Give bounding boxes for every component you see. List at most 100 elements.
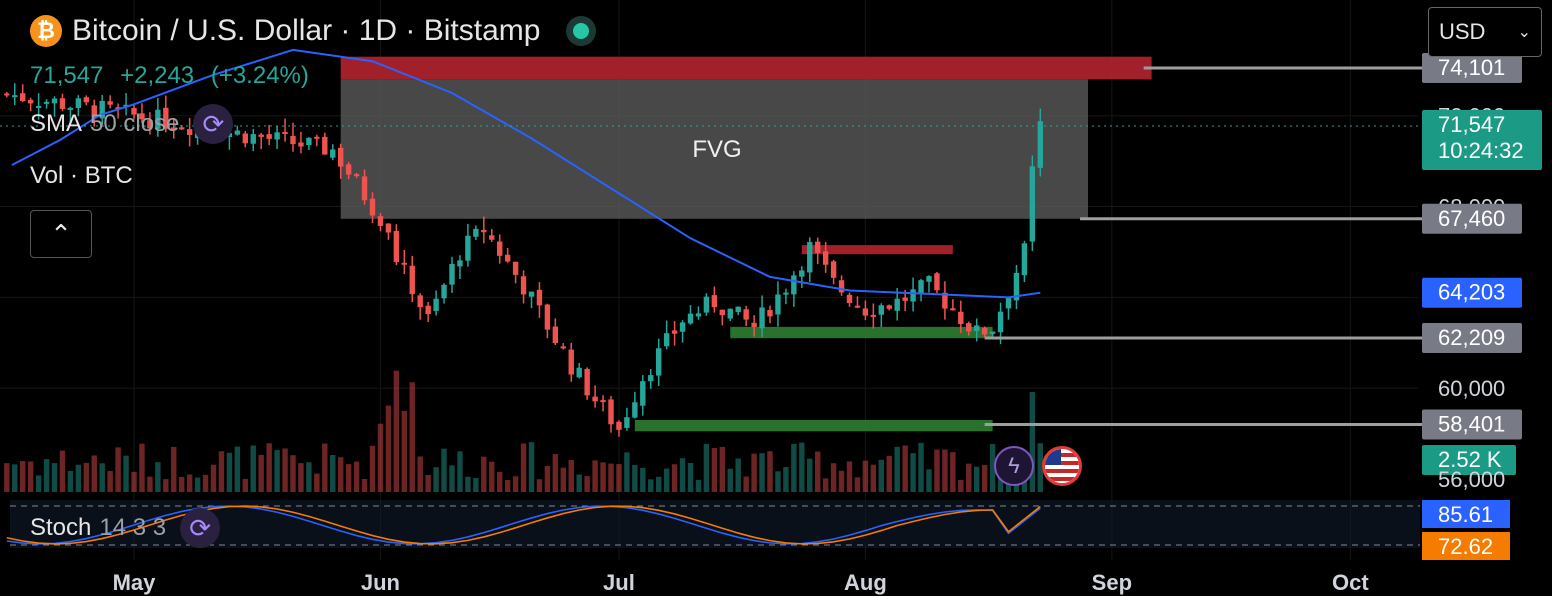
volume-legend[interactable]: Vol · BTC	[30, 162, 133, 190]
volume-bar	[385, 405, 392, 492]
currency-select[interactable]: USD ⌄	[1428, 7, 1542, 57]
candle-body	[338, 147, 344, 167]
volume-bar	[974, 466, 980, 492]
candle-body	[600, 400, 606, 403]
volume-bar	[353, 461, 360, 492]
candle-body	[147, 120, 153, 129]
candle-body	[568, 349, 574, 375]
volume-bar	[512, 476, 519, 492]
candle-body	[671, 330, 678, 334]
candle-body	[449, 263, 455, 285]
volume-bar	[433, 467, 439, 492]
flash-icon[interactable]: ϟ	[994, 446, 1034, 486]
candle-body	[441, 284, 447, 299]
candle-body	[385, 223, 392, 233]
candle-body	[115, 107, 121, 110]
sma-legend[interactable]: SMA 50 close ⟳	[30, 104, 234, 144]
us-flag-icon[interactable]	[1042, 446, 1082, 486]
change-value: +2,243	[120, 62, 195, 89]
candle-body	[854, 305, 861, 308]
candle-body	[560, 346, 566, 349]
sma-line	[11, 48, 1041, 299]
candle-body	[576, 367, 582, 378]
candle-body	[59, 98, 66, 109]
stoch-label: Stoch	[30, 514, 92, 541]
volume-bar	[616, 464, 622, 492]
time-tick-label: Oct	[1332, 570, 1369, 595]
volume-bar	[481, 456, 487, 492]
volume-bar	[886, 455, 892, 492]
volume-bar	[417, 456, 423, 492]
price-label-text: 67,460	[1438, 206, 1505, 231]
candle-body	[35, 105, 42, 108]
volume-bar	[695, 479, 702, 492]
candle-body	[544, 304, 551, 330]
candle-body	[107, 101, 113, 105]
stoch-legend[interactable]: Stoch 14 3 3 ⟳	[30, 508, 221, 548]
volume-bar	[12, 464, 18, 492]
volume-bar	[67, 470, 74, 492]
last-price: 71,547	[30, 62, 104, 89]
candle-body	[950, 308, 956, 311]
candle-body	[258, 134, 264, 137]
volume-bar	[520, 443, 527, 492]
stoch-refresh-icon[interactable]: ⟳	[180, 508, 221, 548]
volume-bar	[489, 461, 495, 492]
stoch-background	[10, 500, 1420, 548]
candle-body	[330, 149, 336, 158]
volume-bar	[361, 478, 368, 492]
volume-bar	[544, 465, 551, 492]
candle-body	[83, 97, 89, 103]
candle-body	[75, 98, 82, 109]
volume-bar	[767, 451, 773, 492]
volume-bar	[131, 471, 137, 492]
volume-bar	[759, 453, 765, 492]
volume-bar	[1029, 392, 1036, 492]
candle-body	[179, 127, 185, 130]
volume-bar	[20, 461, 26, 492]
candle-body	[656, 348, 662, 376]
candle-body	[306, 137, 312, 146]
stoch-pane	[6, 500, 1420, 548]
chevron-up-icon: ⌃	[50, 218, 72, 249]
volume-bar	[497, 471, 503, 492]
collapse-legend-button[interactable]: ⌃	[30, 210, 92, 258]
volume-bar	[91, 455, 97, 492]
volume-bar	[123, 455, 129, 492]
volume-bar	[274, 450, 280, 492]
volume-bar	[854, 477, 861, 492]
candle-body	[131, 108, 137, 115]
candle-body	[799, 270, 805, 277]
stoch-d-line	[6, 505, 1041, 545]
chart-title: ₿ Bitcoin / U.S. Dollar · 1D · Bitstamp	[30, 14, 597, 48]
candle-body	[822, 251, 829, 265]
candle-body	[663, 333, 670, 347]
candle-body	[942, 292, 948, 309]
candle-body	[322, 136, 328, 155]
candle-body	[878, 305, 884, 315]
candle-body	[719, 309, 725, 316]
volume-bar	[218, 451, 225, 492]
candle-body	[4, 93, 10, 96]
symbol-title: Bitcoin / U.S. Dollar · 1D · Bitstamp	[72, 14, 541, 47]
refresh-icon[interactable]: ⟳	[193, 104, 234, 144]
candle-body	[353, 174, 360, 177]
volume-bar	[663, 468, 670, 492]
candle-body	[926, 276, 932, 282]
candle-body	[648, 375, 654, 382]
volume-bar	[266, 443, 272, 492]
candle-body	[481, 229, 487, 233]
candle-body	[290, 136, 296, 145]
candle-body	[870, 314, 877, 317]
volume-bar	[934, 449, 940, 492]
market-open-icon[interactable]	[566, 16, 597, 46]
candle-body	[783, 292, 789, 295]
volume-bar	[600, 462, 606, 492]
volume-bar	[791, 443, 797, 492]
volume-bar	[473, 478, 479, 492]
volume-bar	[314, 473, 320, 492]
volume-bar	[393, 370, 400, 492]
price-label-box	[1422, 323, 1522, 353]
stoch-value-text: 72.62	[1438, 534, 1493, 559]
